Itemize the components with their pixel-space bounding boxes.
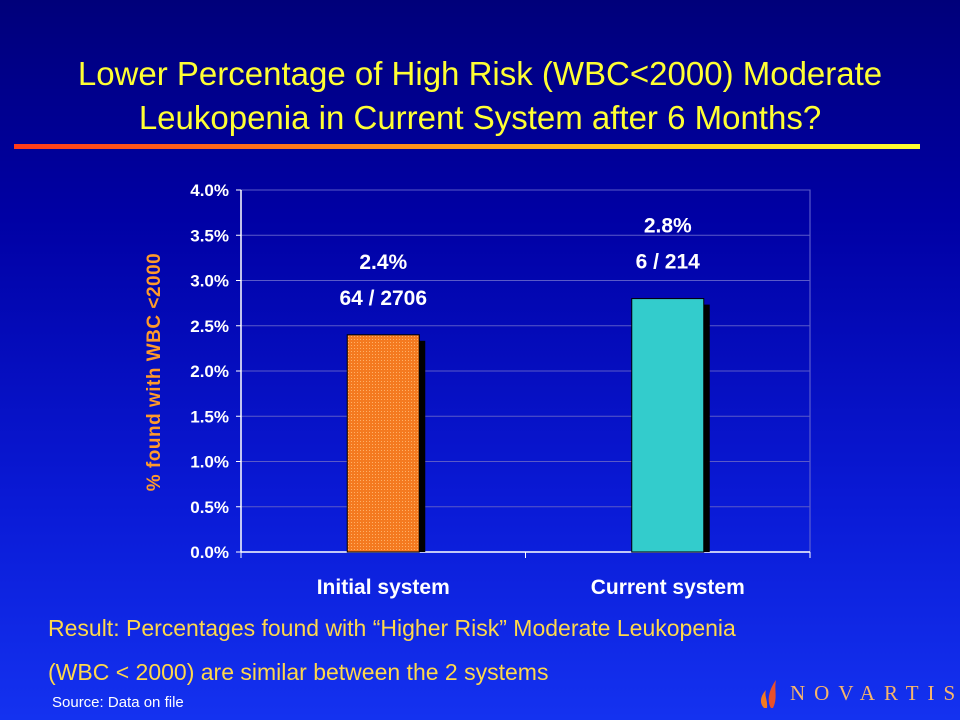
title-line-2: Leukopenia in Current System after 6 Mon…: [138, 99, 822, 136]
y-tick-label: 1.0%: [190, 453, 229, 472]
logo-wordmark: NOVARTIS: [790, 680, 960, 705]
bar-count-label: 6 / 214: [636, 251, 701, 274]
y-tick-label: 0.5%: [190, 498, 229, 517]
x-tick-label: Initial system: [317, 576, 450, 599]
result-text: Result: Percentages found with “Higher R…: [48, 606, 928, 694]
y-tick-label: 3.5%: [190, 226, 229, 245]
y-tick-label: 4.0%: [190, 181, 229, 200]
y-axis-label: % found with WBC <2000: [144, 252, 165, 492]
title-line-1: Lower Percentage of High Risk (WBC<2000)…: [77, 55, 883, 92]
y-tick-label: 0.0%: [190, 543, 229, 562]
flame-icon: [760, 680, 776, 708]
result-line-2: (WBC < 2000) are similar between the 2 s…: [48, 659, 549, 685]
bar-2: [631, 298, 705, 553]
source-note: Source: Data on file: [52, 694, 184, 711]
y-tick-label: 2.0%: [190, 362, 229, 381]
y-tick-label: 2.5%: [190, 317, 229, 336]
novartis-logo: NOVARTIS: [756, 676, 960, 710]
result-line-1: Result: Percentages found with “Higher R…: [48, 615, 736, 641]
bar-chart: 0.0% 0.5% 1.0% 1.5% 2.0% 2.5% 3.0% 3.5% 4.0% 2.4%…: [190, 181, 811, 599]
y-tick-label: 3.0%: [190, 272, 229, 291]
title-underline: [14, 144, 920, 149]
bar-count-label: 64 / 2706: [339, 287, 427, 310]
bar-value-label: 2.8%: [644, 215, 692, 238]
bar-value-label: 2.4%: [359, 251, 407, 274]
x-tick-label: Current system: [591, 576, 745, 599]
bar-1: [346, 334, 420, 553]
y-tick-label: 1.5%: [190, 407, 229, 426]
slide-title: Lower Percentage of High Risk (WBC<2000)…: [0, 52, 960, 140]
